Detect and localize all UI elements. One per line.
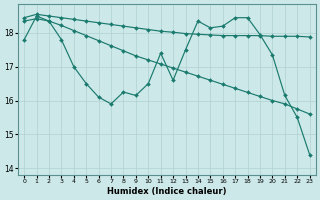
X-axis label: Humidex (Indice chaleur): Humidex (Indice chaleur) [107, 187, 227, 196]
